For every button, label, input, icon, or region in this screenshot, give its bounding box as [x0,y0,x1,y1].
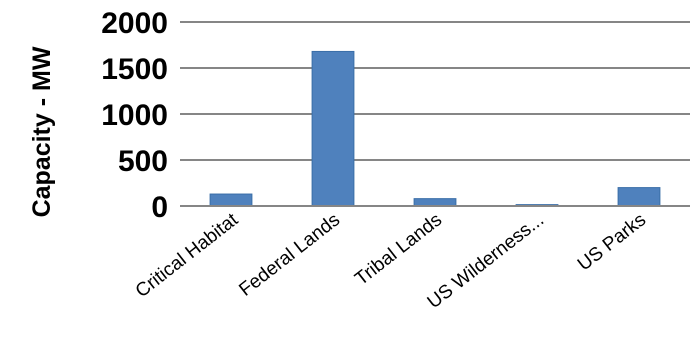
y-tick-label: 2000 [101,7,168,40]
x-tick-label: US Parks [574,209,650,275]
y-tick-label: 0 [151,191,168,224]
bar-federal-lands [311,50,355,207]
gridlines [180,21,690,161]
bar-us-parks [617,187,661,207]
x-tick-label: Critical Habitat [132,209,243,302]
x-tick-label: Federal Lands [235,209,344,300]
bars [209,50,661,207]
y-tick-label: 500 [118,145,168,178]
y-tick-label: 1000 [101,99,168,132]
y-axis-label: Capacity - MW [28,46,56,217]
y-tick-labels: 0 500 1000 1500 2000 [101,7,168,224]
y-tick-label: 1500 [101,53,168,86]
x-tick-label: Tribal Lands [351,209,446,289]
bar-critical-habitat [209,193,253,207]
bar-tribal-lands [413,198,457,207]
